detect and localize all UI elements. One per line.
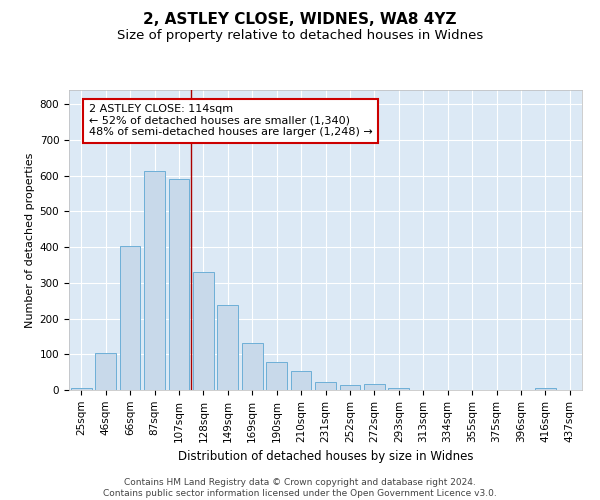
Bar bbox=[266, 362, 287, 390]
Bar bbox=[217, 305, 238, 390]
Text: 2 ASTLEY CLOSE: 114sqm
← 52% of detached houses are smaller (1,340)
48% of semi-: 2 ASTLEY CLOSE: 114sqm ← 52% of detached… bbox=[89, 104, 372, 138]
Bar bbox=[169, 179, 190, 390]
Y-axis label: Number of detached properties: Number of detached properties bbox=[25, 152, 35, 328]
Bar bbox=[193, 272, 214, 390]
Bar bbox=[364, 384, 385, 390]
Bar bbox=[144, 170, 165, 390]
Bar bbox=[242, 342, 263, 390]
X-axis label: Distribution of detached houses by size in Widnes: Distribution of detached houses by size … bbox=[178, 450, 473, 463]
Bar bbox=[290, 372, 311, 390]
Bar bbox=[340, 385, 361, 390]
Bar bbox=[95, 352, 116, 390]
Bar bbox=[388, 388, 409, 390]
Bar bbox=[71, 388, 92, 390]
Text: Contains HM Land Registry data © Crown copyright and database right 2024.
Contai: Contains HM Land Registry data © Crown c… bbox=[103, 478, 497, 498]
Text: Size of property relative to detached houses in Widnes: Size of property relative to detached ho… bbox=[117, 29, 483, 42]
Bar bbox=[315, 382, 336, 390]
Bar bbox=[119, 246, 140, 390]
Bar bbox=[535, 388, 556, 390]
Text: 2, ASTLEY CLOSE, WIDNES, WA8 4YZ: 2, ASTLEY CLOSE, WIDNES, WA8 4YZ bbox=[143, 12, 457, 28]
